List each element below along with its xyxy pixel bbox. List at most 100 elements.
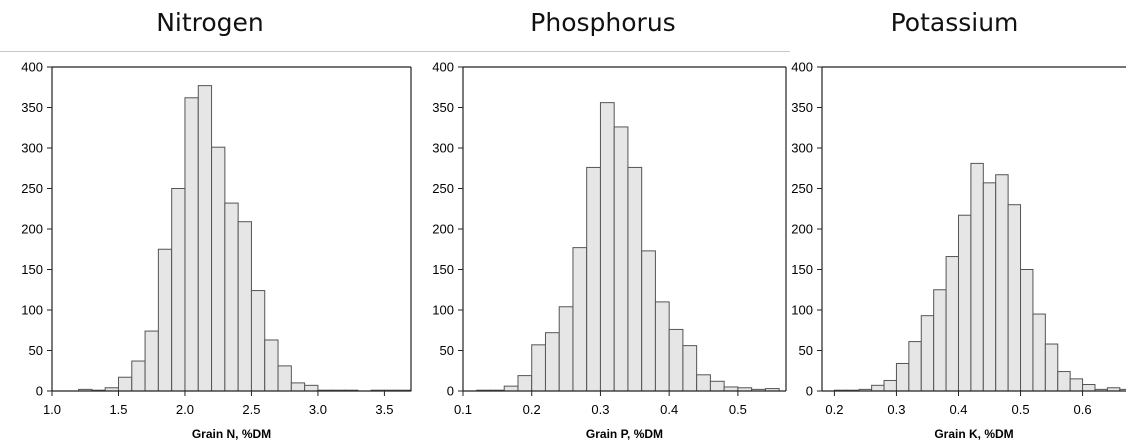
histogram-bar (211, 146, 226, 392)
histogram-bar (895, 362, 910, 392)
y-tick-label: 250 (791, 181, 813, 196)
x-tick-label: 0.5 (1011, 402, 1029, 417)
histogram-bar (250, 290, 266, 392)
x-tick-label: 3.0 (309, 402, 327, 417)
histogram-bar (184, 97, 199, 392)
potassium-panel: Potassium 0 50 100 150 200 250 300 350 400 0.2 0.3… (783, 0, 1126, 443)
histogram-bar (696, 374, 711, 392)
x-tick-label: 2.5 (242, 402, 260, 417)
x-tick-label: 0.5 (729, 402, 747, 417)
histogram-bar (613, 126, 629, 392)
y-tick-label: 200 (791, 222, 813, 237)
histogram-bar (503, 385, 519, 392)
x-tick-label: 1.0 (43, 402, 61, 417)
y-tick-label: 300 (432, 141, 454, 156)
chart-title-phosphorus: Phosphorus (530, 8, 676, 37)
histogram-bar (572, 247, 588, 392)
y-tick-label: 250 (432, 181, 454, 196)
y-tick-label: 350 (791, 100, 813, 115)
y-tick-label: 300 (791, 141, 813, 156)
histogram-bar (197, 85, 213, 392)
histogram-bar (1069, 378, 1084, 392)
histogram-bar (883, 379, 897, 392)
x-axis-title: Grain N, %DM (192, 427, 271, 441)
histogram-bar (224, 202, 239, 392)
y-tick-label: 0 (36, 384, 43, 399)
x-tick-label: 0.2 (825, 402, 843, 417)
histogram-bar (304, 384, 319, 392)
x-tick-label: 0.6 (1074, 402, 1092, 417)
y-tick-label: 50 (29, 343, 43, 358)
histogram-bar (544, 332, 560, 392)
histogram-bar (558, 306, 574, 392)
histogram-bar (723, 386, 739, 392)
histogram-bar (531, 344, 546, 392)
histogram-bar (945, 256, 959, 392)
histogram-bar (871, 384, 885, 392)
histogram-bar (1044, 343, 1059, 392)
y-tick-label: 350 (21, 100, 43, 115)
histogram-bar (970, 162, 984, 392)
histogram-bar (599, 102, 615, 392)
x-tick-label: 3.5 (375, 402, 393, 417)
histogram-bar (171, 188, 186, 392)
histogram-bar (277, 365, 292, 392)
y-tick-label: 150 (791, 262, 813, 277)
x-axis-title: Grain P, %DM (586, 427, 663, 441)
histogram-bar (517, 375, 533, 392)
y-tick-label: 0 (806, 384, 813, 399)
x-tick-label: 0.4 (949, 402, 967, 417)
histogram-bar (908, 341, 922, 392)
y-tick-label: 100 (21, 303, 43, 318)
nitrogen-panel: Nitrogen 0 50 100 150 200 250 300 350 400 1.0 1.5 2… (0, 0, 420, 443)
x-tick-label: 0.3 (591, 402, 609, 417)
phosphorus-panel: Phosphorus 0 50 100 150 200 250 300 350 400 0.1 0.… (413, 0, 793, 443)
y-tick-label: 100 (791, 303, 813, 318)
histogram-bar (237, 221, 252, 392)
y-tick-label: 50 (799, 343, 813, 358)
histogram-bar (131, 360, 146, 392)
histogram-bar (586, 166, 601, 392)
histogram-bar (144, 330, 159, 392)
histogram-bar (264, 339, 279, 392)
histogram-bar (1032, 313, 1046, 392)
x-tick-label: 0.4 (660, 402, 678, 417)
y-tick-label: 350 (432, 100, 454, 115)
nitrogen-histogram: 0 50 100 150 200 250 300 350 400 1.0 1.5 2.0 2.5 3.0 3… (21, 60, 412, 441)
y-tick-label: 200 (432, 222, 454, 237)
y-tick-label: 250 (21, 181, 43, 196)
histogram-bar (654, 301, 670, 392)
y-tick-label: 400 (21, 60, 43, 75)
y-tick-label: 100 (432, 303, 454, 318)
histogram-bar (117, 376, 133, 392)
histogram-bar (709, 380, 725, 392)
potassium-histogram: 0 50 100 150 200 250 300 350 400 0.2 0.3 0.4 0.5 0.6 G… (791, 60, 1126, 441)
phosphorus-histogram: 0 50 100 150 200 250 300 350 400 0.1 0.2 0.3 0.4 0.5 G… (432, 60, 787, 441)
histogram-bar (1082, 384, 1096, 392)
histogram-bar (641, 250, 656, 392)
histogram-bar (920, 315, 935, 392)
histogram-bar (1119, 388, 1126, 392)
chart-title-nitrogen: Nitrogen (156, 8, 264, 37)
histogram-bar (290, 382, 306, 392)
x-tick-label: 2.0 (176, 402, 194, 417)
x-axis-title: Grain K, %DM (934, 427, 1013, 441)
histogram-bar (957, 214, 972, 392)
histogram-bar (157, 248, 173, 392)
y-tick-label: 400 (791, 60, 813, 75)
histogram-bar (1057, 371, 1071, 392)
y-tick-label: 0 (447, 384, 454, 399)
x-tick-label: 0.2 (523, 402, 541, 417)
histogram-bar (682, 345, 698, 392)
x-tick-label: 0.3 (887, 402, 905, 417)
histogram-bar (933, 289, 947, 392)
y-tick-label: 150 (432, 262, 454, 277)
y-tick-label: 300 (21, 141, 43, 156)
y-tick-label: 150 (21, 262, 43, 277)
y-tick-label: 400 (432, 60, 454, 75)
histogram-bar (627, 166, 643, 392)
histogram-bar (1007, 204, 1022, 392)
x-tick-label: 0.1 (454, 402, 472, 417)
histogram-bar (668, 328, 684, 392)
x-tick-label: 1.5 (109, 402, 127, 417)
